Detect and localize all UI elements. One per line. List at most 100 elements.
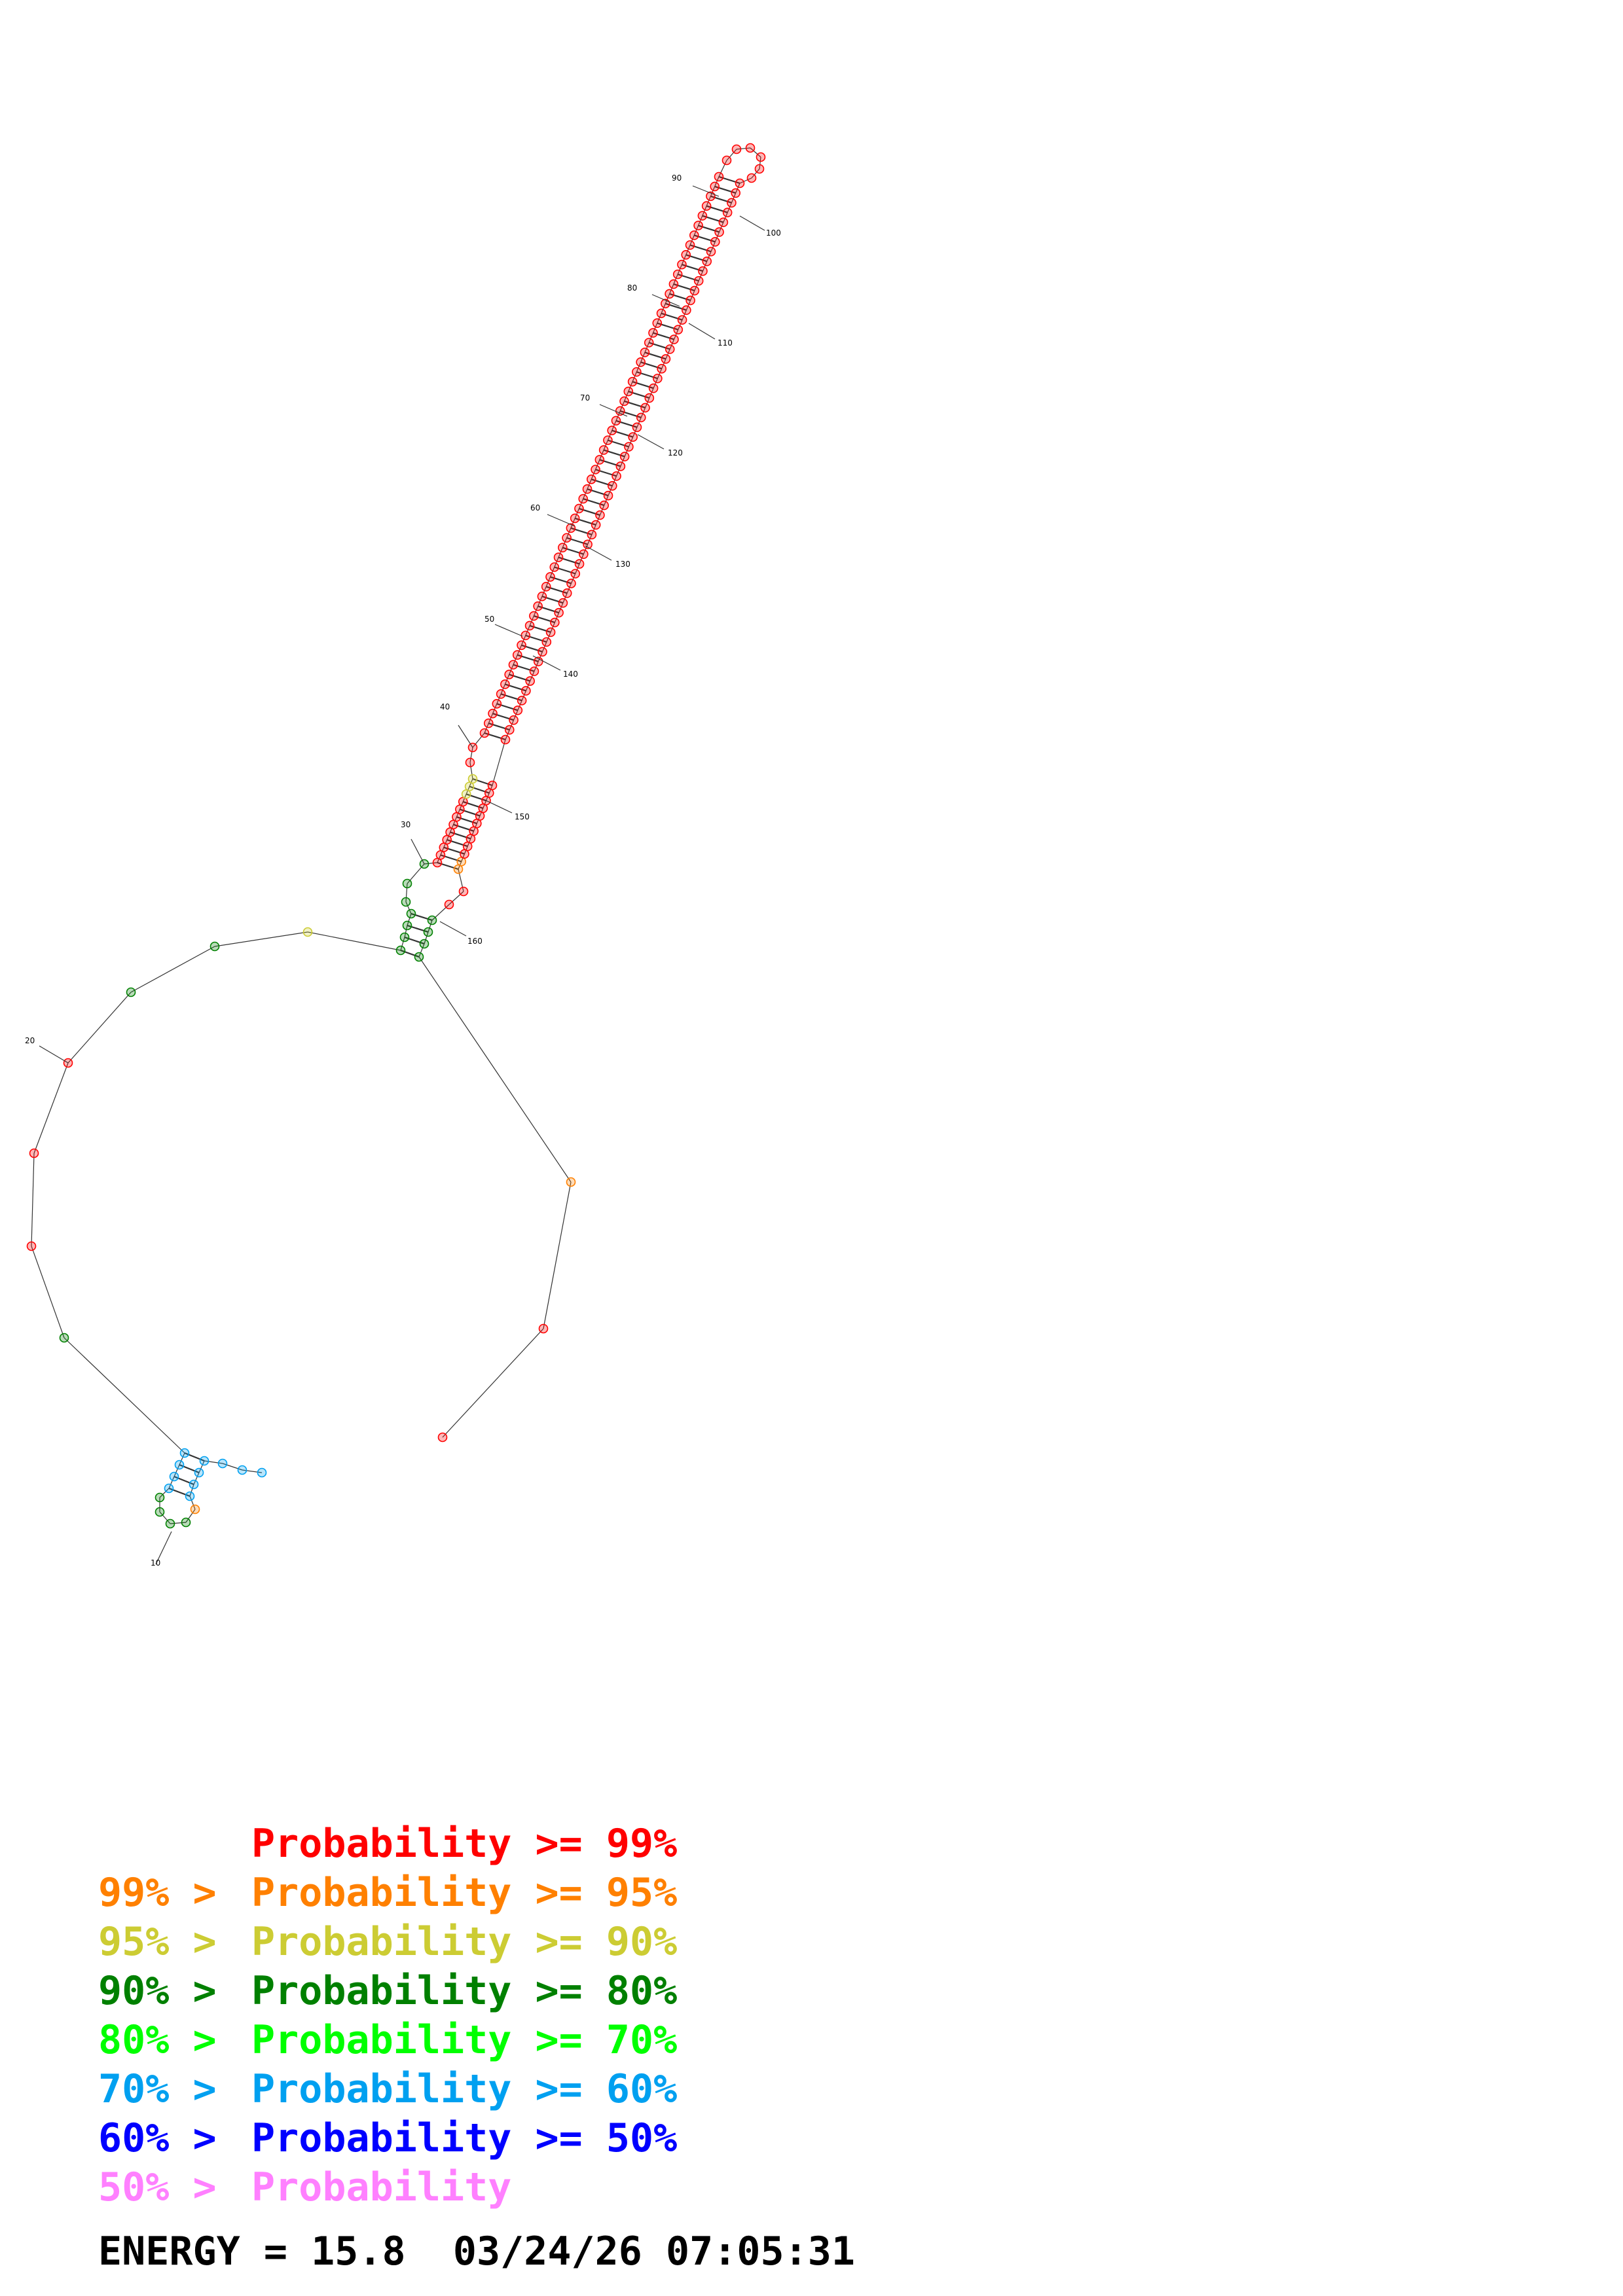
nucleotide: [615, 461, 626, 471]
backbone-segment: [587, 534, 593, 545]
backbone-segment: [673, 329, 679, 340]
nucleotide: [169, 1471, 179, 1482]
backbone-segment: [130, 946, 215, 993]
base-pair: [505, 683, 526, 692]
nucleotide: [237, 1465, 247, 1475]
nucleotide: [504, 670, 514, 679]
nucleotide: [194, 1467, 204, 1478]
nucleotide: [586, 474, 596, 484]
position-label: 80: [627, 283, 637, 293]
backbone-segment: [608, 486, 613, 496]
base-pair: [562, 547, 584, 555]
backbone-segment: [428, 920, 433, 933]
legend-row: Probability >= 99%: [98, 1820, 677, 1869]
backbone-segment: [424, 931, 429, 944]
base-pair: [484, 732, 506, 741]
nucleotide: [401, 897, 411, 907]
legend-value: 99%: [606, 1821, 678, 1867]
nucleotide: [697, 211, 708, 221]
nucleotide: [595, 510, 605, 520]
nucleotide-circles: [26, 143, 766, 1529]
backbone-segment: [67, 992, 132, 1064]
legend-label: Probability: [251, 2066, 512, 2112]
nucleotide: [553, 552, 564, 562]
nucleotide: [665, 344, 675, 354]
nucleotide: [509, 715, 519, 725]
backbone-segment: [657, 368, 663, 379]
legend-op: >=: [535, 1821, 583, 1867]
base-pair: [570, 527, 593, 535]
backbone-segment: [603, 440, 608, 450]
tick-line: [637, 434, 665, 450]
base-pair: [168, 1487, 191, 1498]
base-pair: [407, 924, 429, 933]
legend-value: 70%: [606, 2017, 678, 2063]
nucleotide: [677, 259, 687, 270]
nucleotide: [402, 878, 412, 889]
base-pair: [184, 1452, 205, 1462]
nucleotide: [210, 941, 220, 952]
base-pair: [710, 195, 732, 204]
backbone-segment: [731, 192, 737, 204]
nucleotide: [402, 920, 412, 931]
nucleotide: [599, 500, 610, 511]
backbone-segment: [694, 280, 699, 291]
nucleotide: [419, 939, 429, 949]
nucleotide: [653, 373, 663, 384]
backbone-segment: [418, 956, 572, 1183]
legend-prefix: 90% >: [98, 1968, 217, 2014]
nucleotide: [302, 927, 313, 937]
backbone-segment: [170, 1522, 187, 1524]
legend-row: 80% > Probability >= 70%: [98, 2016, 677, 2065]
backbone-segment: [558, 602, 564, 613]
base-pair: [460, 808, 481, 817]
nucleotide: [395, 945, 406, 956]
backbone-segment: [751, 168, 760, 179]
nucleotide: [26, 1241, 37, 1251]
backbone-segment: [566, 583, 572, 594]
legend-prefix: 60% >: [98, 2115, 217, 2161]
backbone-segment: [214, 931, 308, 947]
position-label: 140: [563, 670, 578, 679]
backbone-segment: [591, 524, 596, 535]
base-pair: [404, 936, 425, 945]
legend-op: >=: [535, 1870, 583, 1916]
backbone-segment: [689, 235, 695, 245]
backbone-segment: [504, 674, 510, 685]
nucleotide: [677, 315, 687, 325]
base-pair: [657, 322, 679, 331]
backbone-segment: [31, 1153, 35, 1247]
backbone-segment: [640, 352, 646, 363]
nucleotide: [562, 533, 572, 543]
legend-value: 60%: [606, 2066, 678, 2112]
nucleotide: [665, 289, 674, 299]
nucleotide: [549, 562, 560, 572]
base-pair: [615, 420, 638, 428]
backbone-segment: [736, 147, 751, 150]
base-pair: [587, 488, 609, 497]
backbone-segment: [541, 641, 547, 653]
nucleotide: [538, 1323, 549, 1334]
nucleotide: [735, 178, 745, 188]
nucleotide: [545, 627, 556, 637]
base-pair: [693, 234, 716, 243]
backbone-segment: [587, 479, 592, 490]
base-pair: [632, 381, 654, 389]
backbone-segment: [509, 719, 515, 730]
backbone-segment: [488, 713, 494, 724]
position-label: 160: [467, 937, 483, 946]
backbone-segment: [159, 1488, 170, 1498]
base-pair: [443, 846, 465, 855]
position-label: 130: [615, 560, 630, 569]
backbone-segment: [570, 518, 575, 529]
base-pair: [689, 244, 712, 253]
backbone-segment: [714, 232, 720, 242]
backbone-segment: [404, 925, 408, 938]
backbone-segment: [583, 488, 588, 499]
position-label: 10: [151, 1558, 160, 1568]
legend-prefix: 50% >: [98, 2164, 217, 2210]
backbone-segment: [628, 437, 634, 447]
base-pair: [550, 576, 572, 584]
backbone-segment: [193, 1472, 200, 1485]
nucleotide: [607, 425, 617, 436]
